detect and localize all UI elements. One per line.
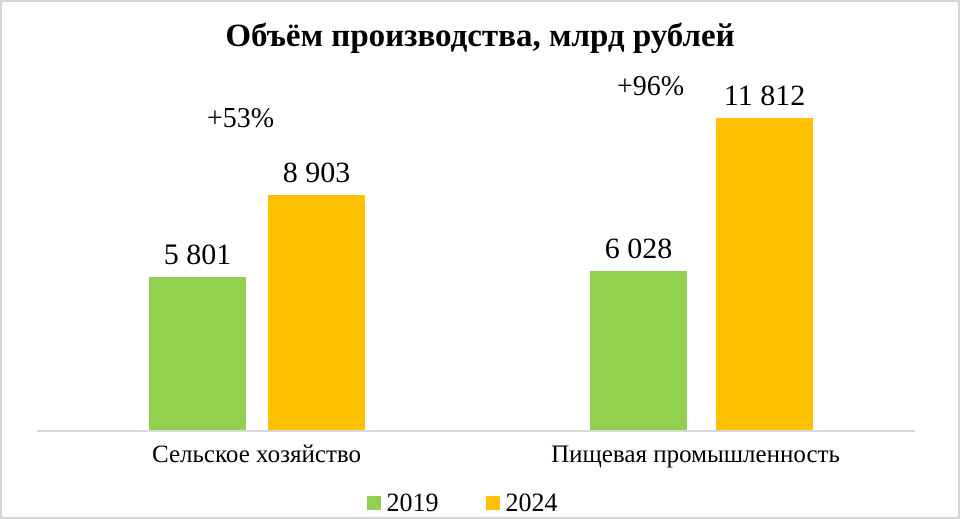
legend-swatch-2019 (366, 496, 381, 511)
chart-title: Объём производства, млрд рублей (225, 18, 735, 54)
legend-item-2019: 2019 (366, 488, 439, 517)
legend-swatch-2024 (485, 496, 500, 511)
bar-2024-agriculture: 8 903 (268, 156, 365, 430)
legend-label-2024: 2024 (505, 488, 558, 517)
pct-change-food-industry: +96% (617, 71, 685, 102)
legend-item-2024: 2024 (485, 488, 558, 517)
bar-value-label-2019-food-industry: 6 028 (604, 232, 673, 265)
bar-value-label-2024-food-industry: 11 812 (723, 79, 806, 112)
category-label-agriculture: Сельское хозяйство (151, 441, 362, 468)
plot-area: 5 801 8 903 6 028 11 812 (37, 2, 915, 432)
category-axis-labels: Сельское хозяйство Пищевая промышленност… (37, 440, 915, 470)
legend-label-2019: 2019 (386, 488, 439, 517)
bar-value-label-2019-agriculture: 5 801 (163, 238, 232, 271)
bar-2024-food-industry: 11 812 (716, 79, 813, 430)
bar-2019-agriculture: 5 801 (149, 238, 246, 430)
category-label-food-industry: Пищевая промышленность (551, 441, 840, 468)
bar-value-label-2024-agriculture: 8 903 (282, 156, 351, 189)
legend: 2019 2024 (2, 488, 922, 517)
pct-change-agriculture: +53% (207, 103, 275, 134)
bar-2019-food-industry: 6 028 (590, 232, 687, 430)
x-axis-line (37, 430, 915, 432)
